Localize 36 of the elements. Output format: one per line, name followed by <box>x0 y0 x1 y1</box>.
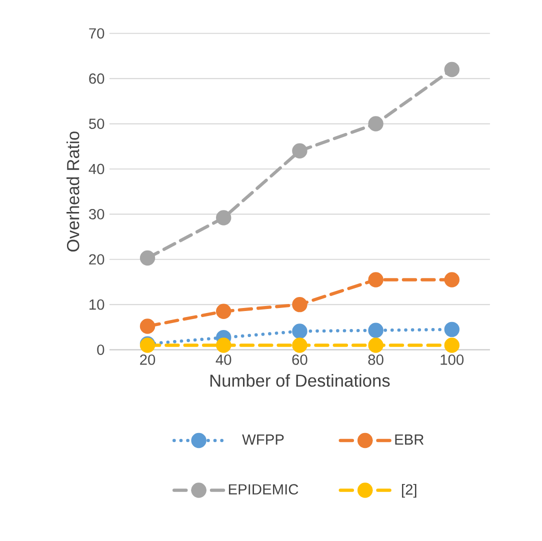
point <box>292 338 308 354</box>
point <box>292 143 308 159</box>
legend-label: EBR <box>395 434 424 445</box>
x-tick-label: 40 <box>216 354 232 366</box>
point <box>140 250 156 266</box>
point <box>444 322 460 338</box>
point <box>292 324 308 340</box>
x-tick-label: 100 <box>440 354 464 366</box>
x-tick-label: 20 <box>140 354 156 366</box>
x-axis-title: Number of Destinations <box>210 374 390 387</box>
point <box>216 304 232 320</box>
point <box>444 62 460 78</box>
y-tick-label: 20 <box>89 254 104 265</box>
point <box>368 322 384 338</box>
y-tick-label: 70 <box>89 28 104 39</box>
point <box>216 338 232 354</box>
legend-label: [2] <box>402 484 416 498</box>
point <box>292 297 308 312</box>
y-tick-label: 50 <box>89 118 104 130</box>
y-axis-title: Overhead Ratio <box>66 132 80 252</box>
y-tick-label: 10 <box>90 300 104 310</box>
y-tick-label: 30 <box>88 209 104 220</box>
y-tick-label: 0 <box>97 344 104 356</box>
point <box>140 318 156 334</box>
x-tick-label: 80 <box>368 354 384 366</box>
y-tick-label: 60 <box>89 74 104 84</box>
point <box>368 338 384 354</box>
y-tick-label: 40 <box>88 164 104 174</box>
point <box>368 272 384 288</box>
point <box>216 210 232 226</box>
point <box>368 116 384 132</box>
x-tick-label: 60 <box>292 354 308 366</box>
point <box>444 272 460 288</box>
point <box>444 338 460 354</box>
legend-label: EPIDEMIC <box>228 484 298 495</box>
legend-label: WFPP <box>242 434 284 445</box>
